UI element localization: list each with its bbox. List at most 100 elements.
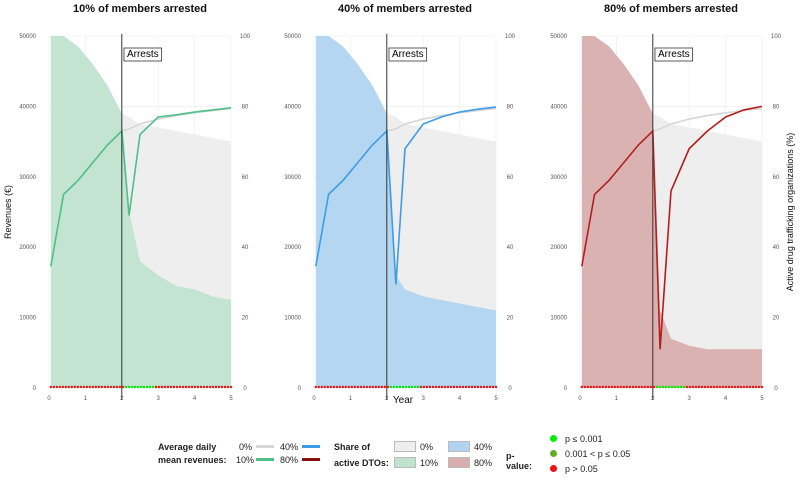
x-tick-label: 0 bbox=[578, 396, 582, 402]
p-value-dot bbox=[634, 385, 638, 389]
p-value-dot bbox=[646, 385, 650, 389]
p-value-dot bbox=[419, 385, 423, 389]
arrests-annotation: Arrests bbox=[392, 49, 424, 60]
y-right-tick-label: 60 bbox=[773, 175, 780, 181]
p-value-dot bbox=[365, 385, 369, 389]
p-value-dot bbox=[745, 385, 749, 389]
p-value-dot bbox=[61, 385, 65, 389]
p-value-dot bbox=[103, 385, 107, 389]
p-value-dot bbox=[350, 385, 354, 389]
y-left-tick-label: 30000 bbox=[284, 175, 301, 181]
p-value-dot bbox=[371, 385, 375, 389]
p-value-dot bbox=[643, 385, 647, 389]
p-value-dot bbox=[214, 385, 218, 389]
y-left-tick-label: 40000 bbox=[550, 104, 567, 110]
p-value-dot bbox=[649, 385, 653, 389]
p-value-dot bbox=[109, 385, 113, 389]
p-value-dot bbox=[64, 385, 68, 389]
p-value-dot bbox=[175, 385, 179, 389]
panel-title: 80% of members arrested bbox=[604, 3, 738, 15]
p-value-dot bbox=[461, 385, 465, 389]
p-value-dot bbox=[383, 385, 387, 389]
x-tick-label: 0 bbox=[47, 396, 51, 402]
p-value-dot bbox=[616, 385, 620, 389]
y-right-tick-label: 100 bbox=[240, 34, 251, 40]
p-value-dot bbox=[88, 385, 92, 389]
y-right-tick-label: 40 bbox=[507, 245, 514, 251]
x-tick-label: 5 bbox=[229, 396, 233, 402]
y-left-tick-label: 40000 bbox=[19, 104, 36, 110]
p-value-dot bbox=[148, 385, 152, 389]
p-value-dot bbox=[598, 385, 602, 389]
p-value-dot bbox=[622, 385, 626, 389]
p-value-dot bbox=[458, 385, 462, 389]
p-value-dot bbox=[661, 385, 665, 389]
y-right-tick-label: 40 bbox=[773, 245, 780, 251]
y-right-tick-label: 80 bbox=[773, 104, 780, 110]
p-value-dot bbox=[211, 385, 215, 389]
p-value-dot bbox=[473, 385, 477, 389]
p-value-dot bbox=[437, 385, 441, 389]
p-value-dot bbox=[166, 385, 170, 389]
x-tick-label: 4 bbox=[458, 396, 462, 402]
p-value-dot bbox=[329, 385, 333, 389]
p-value-dot bbox=[416, 385, 420, 389]
legend-share: Share of 0% 40% active DTOs: 10% 80% bbox=[334, 440, 492, 469]
x-tick-label: 3 bbox=[422, 396, 426, 402]
p-value-dot bbox=[157, 385, 161, 389]
legend-share-title-2: active DTOs: bbox=[334, 457, 389, 468]
p-value-dot bbox=[386, 385, 390, 389]
p-value-dot bbox=[673, 385, 677, 389]
p-value-dot bbox=[338, 385, 342, 389]
p-value-dot bbox=[356, 385, 360, 389]
y-left-tick-label: 40000 bbox=[284, 104, 301, 110]
p-value-dot bbox=[667, 385, 671, 389]
p-value-dot bbox=[733, 385, 737, 389]
p-value-dot bbox=[395, 385, 399, 389]
y-right-tick-label: 60 bbox=[242, 175, 249, 181]
panel-title: 10% of members arrested bbox=[73, 3, 207, 15]
p-value-dot bbox=[652, 385, 656, 389]
y-right-tick-label: 20 bbox=[507, 316, 514, 322]
y-right-tick-label: 0 bbox=[243, 386, 247, 392]
arrests-annotation-box bbox=[388, 47, 428, 62]
legend-rev-0-swatch bbox=[256, 445, 274, 448]
p-value-dot bbox=[754, 385, 758, 389]
y-left-tick-label: 50000 bbox=[284, 34, 301, 40]
legend-share-80-swatch bbox=[448, 457, 470, 468]
p-value-dot bbox=[637, 385, 641, 389]
y-left-tick-label: 10000 bbox=[284, 316, 301, 322]
revenue-line bbox=[581, 105, 763, 350]
p-value-dot bbox=[748, 385, 752, 389]
p-value-dot bbox=[332, 385, 336, 389]
x-tick-label: 1 bbox=[349, 396, 353, 402]
p-value-dot bbox=[407, 385, 411, 389]
p-value-dot bbox=[139, 385, 143, 389]
p-value-dot bbox=[664, 385, 668, 389]
p-value-dot bbox=[470, 385, 474, 389]
p-value-dot bbox=[55, 385, 59, 389]
p-value-dot bbox=[362, 385, 366, 389]
legend-rev-80-swatch bbox=[302, 458, 320, 461]
p-value-dot bbox=[482, 385, 486, 389]
p-value-dot bbox=[52, 385, 56, 389]
p-value-dot bbox=[440, 385, 444, 389]
x-tick-label: 2 bbox=[651, 396, 655, 402]
p-value-dot bbox=[757, 385, 761, 389]
p-value-dot bbox=[697, 385, 701, 389]
y-right-tick-label: 0 bbox=[508, 386, 512, 392]
p-high-label: p > 0.05 bbox=[565, 463, 598, 474]
p-value-dot bbox=[583, 385, 587, 389]
y-right-tick-label: 80 bbox=[507, 104, 514, 110]
p-mid-dot bbox=[550, 450, 557, 457]
p-value-dot bbox=[178, 385, 182, 389]
p-value-dot bbox=[688, 385, 692, 389]
y-left-tick-label: 20000 bbox=[19, 245, 36, 251]
p-value-dot bbox=[628, 385, 632, 389]
p-value-dot bbox=[229, 385, 233, 389]
p-value-dot bbox=[130, 385, 134, 389]
legend-share-40-swatch bbox=[448, 441, 470, 452]
p-value-dot bbox=[199, 385, 203, 389]
panel-2: Arrests 40% of members arrested 0 1 2 3 4 5 0 100… bbox=[284, 3, 515, 402]
x-tick-label: 4 bbox=[193, 396, 197, 402]
